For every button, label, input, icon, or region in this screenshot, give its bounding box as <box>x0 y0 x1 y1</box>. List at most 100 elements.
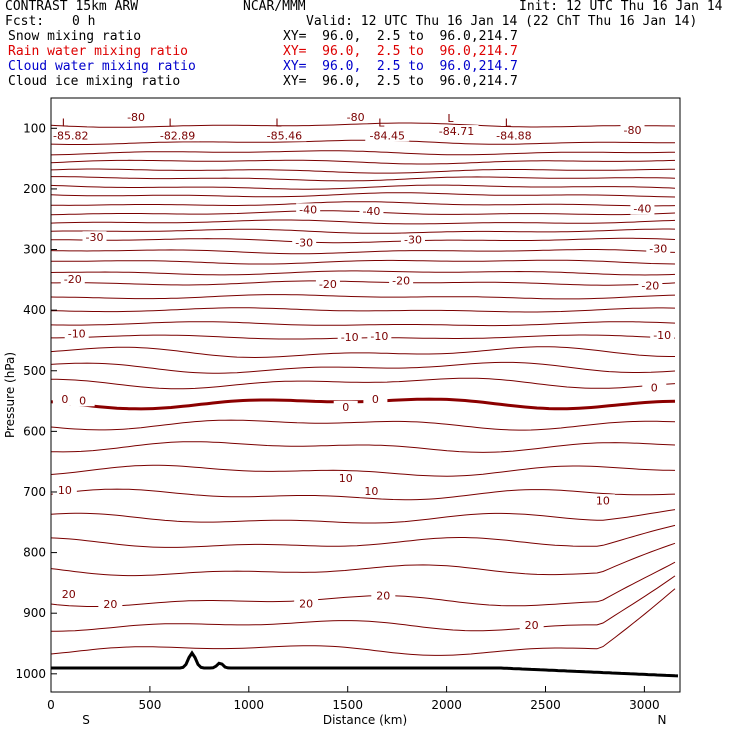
contour-label: 20 <box>525 619 539 632</box>
contour-line <box>50 361 676 374</box>
contour-label-bg <box>333 400 358 413</box>
contour-label: 0 <box>79 394 86 407</box>
contour-label-bg <box>343 111 368 124</box>
x-axis: 0 500 1000 1500 2000 2500 3000 <box>47 686 660 712</box>
contour-label-bg <box>371 589 396 602</box>
contour-label-bg <box>638 279 663 292</box>
right-end-label: N <box>658 713 667 727</box>
contour-line <box>50 192 676 198</box>
field-xy-cloudice: XY= 96.0, 2.5 to 96.0,214.7 <box>283 74 518 89</box>
y-tick-label: 700 <box>23 485 46 499</box>
contour-label-bg <box>70 394 95 407</box>
x-tick-label: 500 <box>138 698 161 712</box>
contour-label: -30 <box>649 243 667 256</box>
low-marker: L <box>275 116 282 129</box>
contour-line <box>50 139 675 145</box>
contour-label: -30 <box>86 231 104 244</box>
contour-label: -40 <box>633 203 651 216</box>
contour-label: -20 <box>641 280 659 293</box>
y-tick-label: 200 <box>23 182 46 196</box>
contour-label-bg <box>620 123 645 136</box>
contour-label-bg <box>82 231 107 244</box>
contour-label-bg <box>124 111 149 124</box>
contour-label: 20 <box>62 588 76 601</box>
header: CONTRAST 15km ARW NCAR/MMM Init: 12 UTC … <box>0 0 740 100</box>
contour-line <box>50 219 676 225</box>
contour-label-bg <box>98 597 123 610</box>
contour-label-bg <box>52 483 77 496</box>
contour-label: -20 <box>319 278 337 291</box>
contour-line <box>51 237 676 244</box>
contour-label: 10 <box>364 485 378 498</box>
contour-label: 0 <box>372 393 379 406</box>
low-value: -84.88 <box>496 129 531 142</box>
contour-line <box>50 588 676 656</box>
x-tick-label: 3000 <box>629 698 660 712</box>
contour-label-bg <box>650 328 675 341</box>
y-tick-label: 900 <box>23 606 46 620</box>
contour-label: -80 <box>624 124 642 137</box>
contour-label: -20 <box>392 274 410 287</box>
contour-line <box>50 561 676 607</box>
contour-labels: -80 -80 -80 -40 -40 -40 -30 -30 -30 -30 -20 -20 -20 -… <box>52 111 675 632</box>
contour-line <box>50 201 676 207</box>
contour-label: 20 <box>299 597 313 610</box>
y-axis-label: Pressure (hPa) <box>3 352 17 438</box>
contour-label-bg <box>56 588 81 601</box>
low-markers: L-85.82L-82.89L-85.46L-84.45L-84.71L-84.… <box>48 112 536 142</box>
contour-line <box>51 334 676 340</box>
fcst-value: 0 h <box>72 14 96 29</box>
contour-line <box>50 542 676 577</box>
terrain-layer <box>51 650 679 678</box>
field-name-cloudwater: Cloud water mixing ratio <box>8 59 196 74</box>
y-tick-label: 100 <box>23 121 46 135</box>
contour-label: 0 <box>651 382 658 395</box>
contour-label-bg <box>646 242 671 255</box>
contour-lines <box>50 122 676 656</box>
x-axis-label: Distance (km) <box>323 713 407 727</box>
contour-line <box>50 464 676 477</box>
contour-line <box>51 176 676 182</box>
contour-label: 10 <box>58 484 72 497</box>
contour-label: -10 <box>68 328 86 341</box>
contour-line <box>50 228 676 234</box>
contour-line <box>50 377 676 390</box>
contour-label-bg <box>337 331 362 344</box>
low-marker: L <box>378 116 385 129</box>
contour-line <box>50 509 676 524</box>
contour-line <box>51 575 676 632</box>
valid-time: Valid: 12 UTC Thu 16 Jan 14 (22 ChT Thu … <box>306 14 698 29</box>
low-marker: L <box>447 112 454 125</box>
left-end-label: S <box>82 713 90 727</box>
field-name-rain: Rain water mixing ratio <box>8 44 189 59</box>
low-value: -84.71 <box>439 125 474 138</box>
contour-label: 0 <box>342 401 349 414</box>
contour-label-bg <box>333 471 358 484</box>
y-tick-label: 400 <box>23 303 46 317</box>
contour-line <box>50 307 676 313</box>
model-title: CONTRAST 15km ARW <box>5 0 139 14</box>
contour-label-bg <box>359 485 384 498</box>
field-xy-rain: XY= 96.0, 2.5 to 96.0,214.7 <box>283 44 518 59</box>
contour-label-bg <box>642 381 667 394</box>
center-title: NCAR/MMM <box>243 0 306 14</box>
contour-label-bg <box>363 393 388 406</box>
low-value-bg <box>491 129 536 142</box>
contour-label: 0 <box>61 393 68 406</box>
low-marker: L <box>505 116 512 129</box>
contour-label-bg <box>590 494 615 507</box>
contour-label: -20 <box>64 273 82 286</box>
y-tick-label: 1000 <box>15 667 46 681</box>
field-name-cloudice: Cloud ice mixing ratio <box>8 74 181 89</box>
contour-line <box>50 441 676 453</box>
contour-line <box>50 159 676 165</box>
contour-line <box>50 321 676 327</box>
low-value: -85.82 <box>53 129 88 142</box>
fcst-label: Fcst: <box>5 14 45 29</box>
low-marker: L <box>62 116 69 129</box>
contour-line <box>50 294 676 300</box>
x-tick-label: 2000 <box>431 698 462 712</box>
contour-label-bg <box>630 202 655 215</box>
low-value-bg <box>48 129 93 142</box>
contour-label: -40 <box>362 205 380 218</box>
